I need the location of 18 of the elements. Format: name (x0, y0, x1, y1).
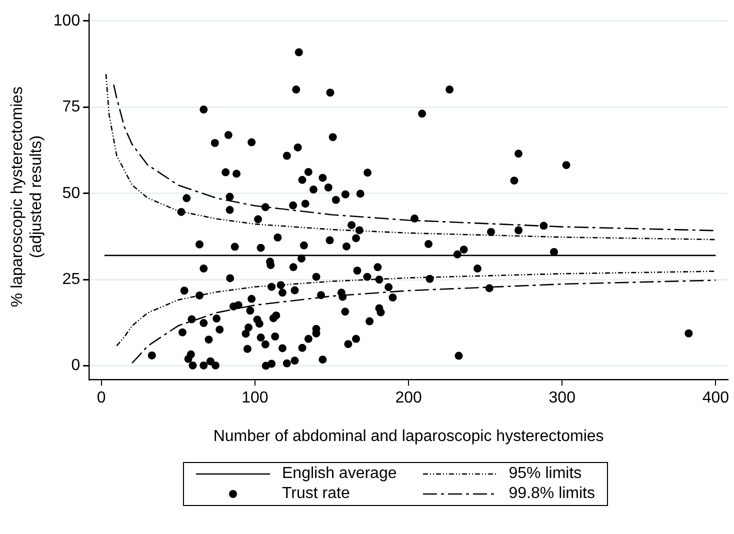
y-tick-label: 100 (53, 12, 80, 30)
x-tick-label: 100 (242, 390, 268, 407)
line-series (116, 270, 716, 346)
y-tick-label: 0 (71, 357, 80, 374)
x-tick-label: 400 (702, 390, 730, 407)
text: Trust rate (282, 485, 350, 503)
x-axis-title: Number of abdominal and laparoscopic hysterectomies (213, 428, 604, 445)
y-axis-title: % laparoscopic hysterectomies (adjusted results) (9, 86, 46, 308)
x-tick-label: 0 (96, 390, 106, 407)
legend-label: English average (282, 465, 397, 483)
line-series (131, 280, 716, 364)
x-tick-label: 300 (548, 390, 576, 407)
y-tick-label: 75 (62, 98, 80, 116)
legend-label: 95% limits (508, 465, 582, 483)
x-tick-label: 200 (395, 390, 422, 407)
y-tick-label: 25 (62, 270, 80, 288)
legend-label: 99.8% limits (508, 485, 595, 503)
y-tick-label: 50 (62, 184, 80, 202)
